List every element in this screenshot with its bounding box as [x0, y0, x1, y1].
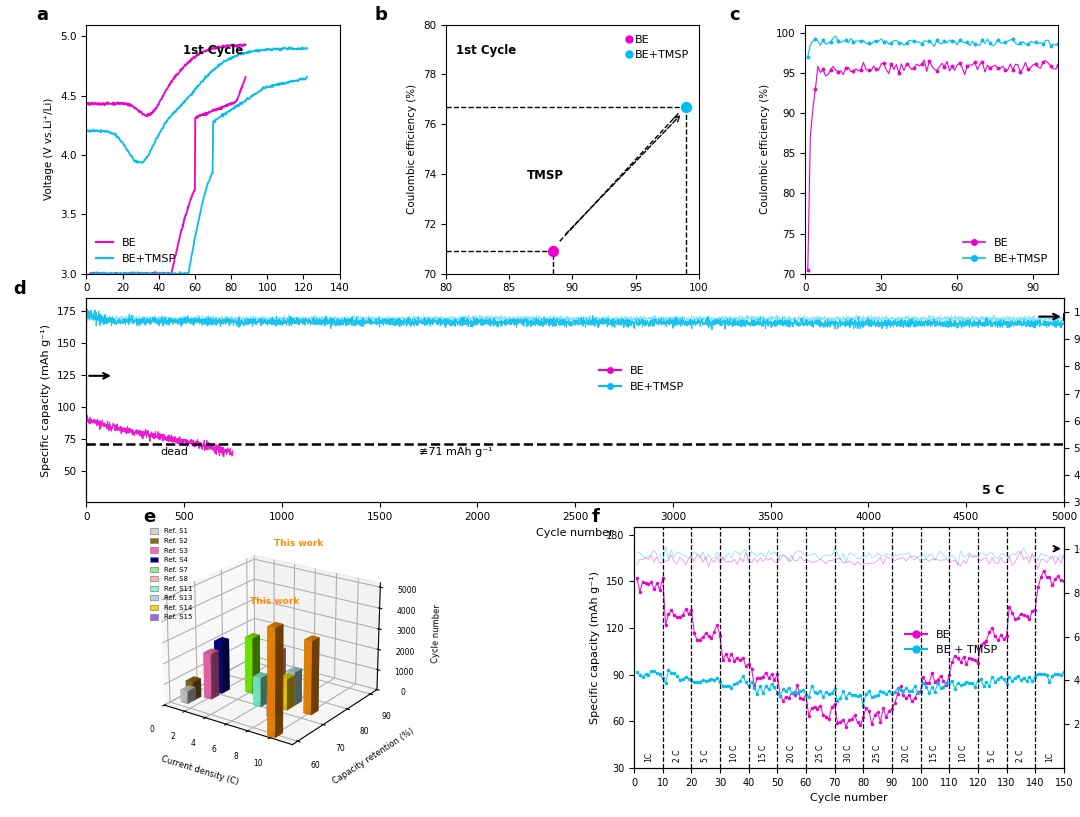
X-axis label: Cycle number: Cycle number	[537, 528, 613, 538]
Point	[677, 100, 694, 114]
Y-axis label: Coulombic efficiency (%): Coulombic efficiency (%)	[760, 84, 770, 214]
Legend: BE, BE+TMSP: BE, BE+TMSP	[959, 234, 1053, 268]
Text: 15 C: 15 C	[758, 744, 768, 761]
Text: 5 C: 5 C	[988, 749, 997, 761]
Text: 20 C: 20 C	[787, 744, 796, 761]
Point	[544, 245, 562, 258]
Text: TMSP: TMSP	[527, 169, 564, 182]
Text: b: b	[375, 6, 388, 24]
Legend: BE, BE+TMSP: BE, BE+TMSP	[92, 234, 180, 268]
Text: c: c	[729, 6, 740, 24]
Text: 10 C: 10 C	[730, 744, 739, 761]
Legend: BE, BE + TMSP: BE, BE + TMSP	[901, 625, 1002, 659]
Y-axis label: Capacity retention (%): Capacity retention (%)	[330, 727, 416, 786]
Text: dead: dead	[161, 447, 189, 458]
X-axis label: Cycle number: Cycle number	[895, 299, 968, 309]
X-axis label: Current density (C): Current density (C)	[160, 754, 240, 787]
Text: 1C: 1C	[1045, 752, 1054, 761]
Text: 1st Cycle: 1st Cycle	[456, 44, 516, 57]
Text: 10 C: 10 C	[959, 744, 968, 761]
Legend: Ref. S1, Ref. S2, Ref. S3, Ref. S4, Ref. S7, Ref. S8, Ref. S11, Ref. S13, Ref. S: Ref. S1, Ref. S2, Ref. S3, Ref. S4, Ref.…	[147, 525, 194, 623]
Text: 25 C: 25 C	[815, 744, 825, 761]
Text: 1C: 1C	[644, 752, 653, 761]
Text: d: d	[13, 280, 26, 298]
X-axis label: Discharge capacity (mAh g⁻¹): Discharge capacity (mAh g⁻¹)	[495, 299, 650, 309]
Text: 15 C: 15 C	[930, 744, 940, 761]
Text: This work: This work	[273, 539, 323, 548]
X-axis label: Specific capacity (mAh g⁻¹): Specific capacity (mAh g⁻¹)	[141, 299, 284, 309]
Legend: BE, BE+TMSP: BE, BE+TMSP	[595, 362, 689, 396]
Text: f: f	[591, 508, 599, 526]
Legend: BE, BE+TMSP: BE, BE+TMSP	[621, 30, 693, 65]
Text: 20 C: 20 C	[902, 744, 910, 761]
Text: 2 C: 2 C	[673, 749, 681, 761]
Text: 1st Cycle: 1st Cycle	[183, 44, 243, 57]
Y-axis label: Specific capacity (mAh g⁻¹): Specific capacity (mAh g⁻¹)	[591, 571, 600, 724]
X-axis label: Cycle number: Cycle number	[810, 793, 888, 803]
Y-axis label: Specific capacity (mAh g⁻¹): Specific capacity (mAh g⁻¹)	[41, 324, 51, 477]
Y-axis label: Coulombic efficiency (%): Coulombic efficiency (%)	[407, 84, 417, 214]
Text: This work: This work	[249, 597, 299, 606]
Text: e: e	[144, 508, 156, 526]
Text: 25 C: 25 C	[873, 744, 882, 761]
Text: 30 C: 30 C	[845, 744, 853, 761]
Text: a: a	[36, 6, 48, 24]
Text: 2 C: 2 C	[1016, 749, 1025, 761]
Text: 5 C: 5 C	[701, 749, 711, 761]
Text: ≇71 mAh g⁻¹: ≇71 mAh g⁻¹	[419, 447, 492, 458]
Text: 5 C: 5 C	[982, 484, 1004, 497]
Y-axis label: Voltage (V vs.Li⁺/Li): Voltage (V vs.Li⁺/Li)	[44, 98, 54, 200]
